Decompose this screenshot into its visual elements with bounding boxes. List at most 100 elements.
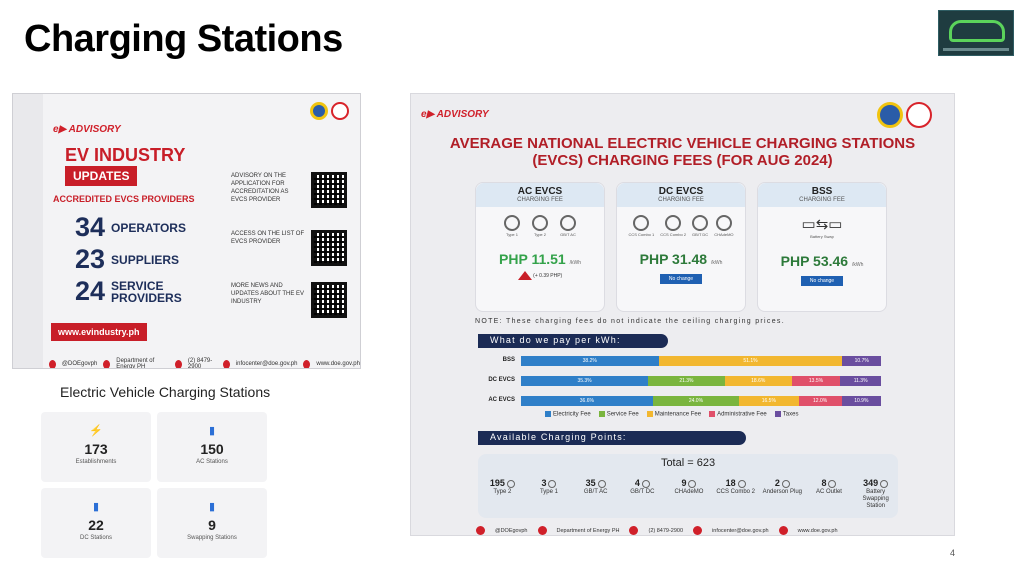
- gbt-dc-plug-icon: [692, 215, 709, 231]
- phone-icon: [175, 359, 182, 368]
- bar-ac: 36.6% 24.0% 16.5% 12.0% 10.9%: [521, 396, 881, 406]
- plug-icon: [880, 479, 889, 488]
- accredited-subhead: ACCREDITED EVCS PROVIDERS: [53, 194, 195, 204]
- advisory-footer: @DOEgovph Department of Energy PH (2) 84…: [49, 358, 360, 368]
- phone-icon: [629, 526, 639, 535]
- page-number: 4: [950, 548, 956, 558]
- bar-segment: 21.3%: [648, 376, 725, 386]
- qr-news: MORE NEWS AND UPDATES ABOUT THE EV INDUS…: [231, 282, 351, 318]
- ph-seal-icon: [906, 102, 932, 128]
- card-dc-stations: ▮ 22 DC Stations: [41, 488, 151, 558]
- charging-fees-advisory-image: e▶ ADVISORY AVERAGE NATIONAL ELECTRIC VE…: [410, 93, 955, 536]
- plug-icon: [641, 479, 650, 488]
- bar-dc: 35.3% 21.3% 18.6% 13.5% 11.3%: [521, 376, 881, 386]
- social-icon: [476, 526, 485, 535]
- advisory-brand: e▶ ADVISORY: [421, 109, 489, 120]
- legend-item: Maintenance Fee: [646, 411, 701, 418]
- chademo-plug-icon: [715, 215, 732, 231]
- bar-segment: 24.0%: [652, 396, 740, 406]
- points-heading: Available Charging Points:: [478, 431, 746, 445]
- plug-icon: [737, 479, 746, 488]
- legend-item: Administrative Fee: [709, 411, 767, 418]
- bar-segment: 10.7%: [842, 356, 881, 366]
- plug-icon: [688, 479, 697, 488]
- charging-point: 8 AC Outlet: [815, 478, 842, 495]
- charging-points-box: Total = 623 195 Type 2 3 Type 1 35 GB/T AC 4 GB…: [478, 454, 898, 518]
- advisory-brand: e▶ ADVISORY: [53, 124, 121, 135]
- bar-segment: 51.1%: [658, 356, 843, 366]
- bar-label-ac: AC EVCS: [488, 397, 515, 403]
- ccs1-plug-icon: [633, 215, 650, 231]
- up-arrow-icon: [517, 271, 532, 280]
- battery-icon: ▮: [92, 501, 100, 513]
- stations-heading: Electric Vehicle Charging Stations: [60, 384, 271, 400]
- mail-icon: [222, 359, 230, 368]
- charging-point: 3 Type 1: [539, 478, 558, 495]
- card-swapping-stations: ▮ 9 Swapping Stations: [157, 488, 267, 558]
- plug-icon: [828, 479, 837, 488]
- plug-icon: [597, 479, 606, 488]
- qr-code-icon: [311, 282, 347, 318]
- ccs2-plug-icon: [665, 215, 682, 231]
- advisory-headline: EV INDUSTRY: [65, 145, 186, 165]
- ph-seal-icon: [331, 102, 349, 120]
- bar-segment: 35.3%: [521, 376, 649, 386]
- points-total: Total = 623: [660, 457, 716, 469]
- government-seals: [877, 102, 932, 128]
- legend-item: Service Fee: [598, 411, 639, 418]
- doe-seal-icon: [877, 102, 903, 128]
- advisory-footer: @DOEgovph Department of Energy PH (2) 84…: [476, 526, 838, 535]
- bar-label-dc: DC EVCS: [488, 377, 515, 383]
- globe-icon: [303, 359, 311, 368]
- qr-accreditation: ADVISORY ON THE APPLICATION FOR ACCREDIT…: [231, 172, 351, 208]
- charging-point: 9 CHAdeMO: [674, 478, 704, 495]
- qr-code-icon: [311, 172, 347, 208]
- plug-icon: [506, 479, 515, 488]
- legend-item: Electricity Fee: [545, 411, 591, 418]
- charging-point: 195 Type 2: [482, 478, 523, 496]
- fee-card-ac: AC EVCS CHARGING FEE Type 1 Type 2 GB/T A…: [475, 182, 605, 312]
- doe-seal-icon: [310, 102, 328, 120]
- stat-service-providers: 24 SERVICE PROVIDERS: [75, 276, 182, 306]
- charging-point: 349 Battery Swapping Station: [862, 478, 889, 509]
- qr-code-icon: [311, 230, 347, 266]
- social-icon: [49, 359, 56, 368]
- type2-plug-icon: [532, 215, 548, 231]
- type1-plug-icon: [504, 215, 520, 231]
- charging-point: 18 CCS Combo 2: [716, 478, 755, 495]
- dc-price: PHP 31.48 /kWh: [639, 251, 723, 267]
- no-change-badge: No change: [800, 276, 844, 286]
- updates-badge: UPDATES: [65, 166, 138, 186]
- slide-title: Charging Stations: [24, 18, 343, 60]
- bar-segment: 12.0%: [798, 396, 842, 406]
- mail-icon: [693, 526, 703, 535]
- bss-price: PHP 53.46 /kWh: [780, 253, 864, 269]
- fees-title: AVERAGE NATIONAL ELECTRIC VEHICLE CHARGI…: [449, 135, 916, 169]
- bar-legend: Electricity Fee Service Fee Maintenance Fe…: [545, 411, 798, 418]
- stat-operators: 34 OPERATORS: [75, 212, 186, 242]
- fees-note: NOTE: These charging fees do not indicat…: [475, 318, 785, 325]
- bar-bss: 38.2% 51.1% 10.7%: [521, 356, 881, 366]
- stat-suppliers: 23 SUPPLIERS: [75, 244, 180, 274]
- ev-industry-advisory-image: e▶ ADVISORY EV INDUSTRY UPDATES ACCREDIT…: [12, 93, 361, 369]
- plug-icon: [781, 479, 790, 488]
- evap-logo: [938, 10, 1014, 56]
- bar-segment: 11.3%: [840, 376, 881, 386]
- battery-swap-icon: ▮: [208, 501, 216, 513]
- charging-point: 35 GB/T AC: [583, 478, 608, 495]
- battery-icon: ▮: [208, 425, 216, 437]
- fee-card-dc: DC EVCS CHARGING FEE CCS Combo 1 CCS Comb…: [616, 182, 746, 312]
- bar-segment: 10.9%: [841, 396, 881, 406]
- government-seals: [310, 102, 349, 120]
- bar-label-bss: BSS: [502, 357, 515, 363]
- globe-icon: [778, 526, 788, 535]
- legend-item: Taxes: [774, 411, 798, 418]
- bar-segment: 16.5%: [739, 396, 799, 406]
- facebook-icon: [537, 526, 547, 535]
- battery-swap-icon: ▭⇆▭: [801, 216, 843, 233]
- lightning-icon: ⚡: [89, 425, 103, 437]
- bar-segment: 13.5%: [791, 376, 841, 386]
- facebook-icon: [103, 359, 111, 368]
- card-establishments: ⚡ 173 Establishments: [41, 412, 151, 482]
- no-change-badge: No change: [659, 274, 703, 284]
